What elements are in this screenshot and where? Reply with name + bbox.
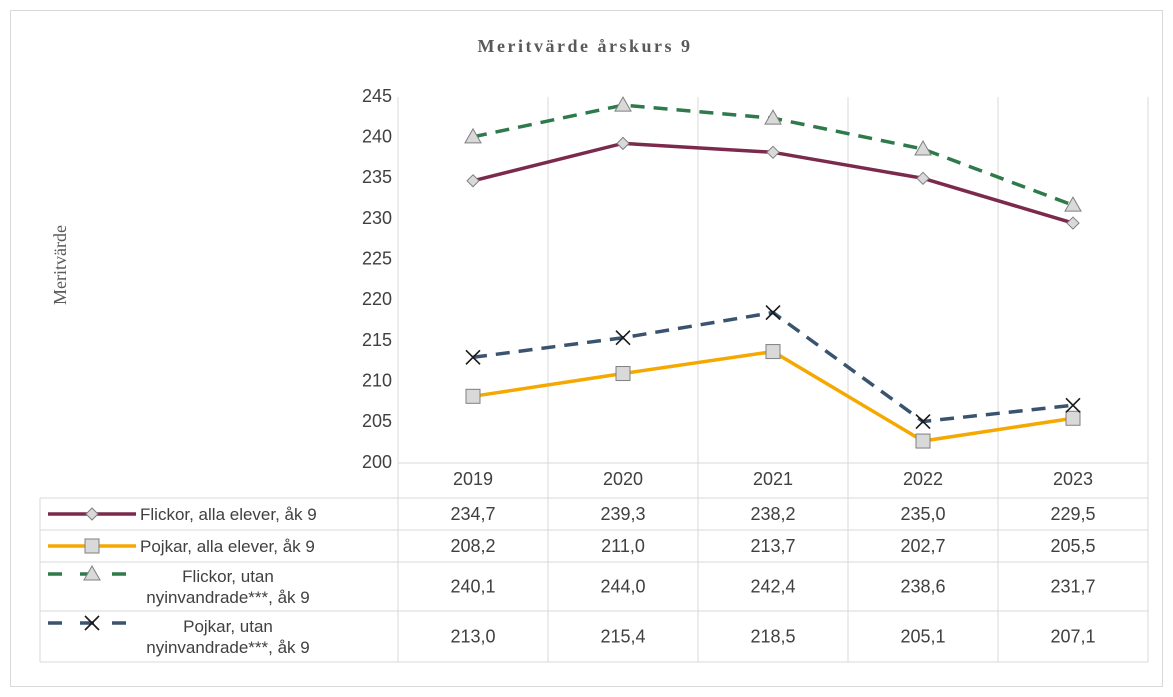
- legend-label: Pojkar, alla elever, åk 9: [140, 536, 315, 556]
- table-value: 218,5: [750, 626, 795, 646]
- x-tick-label: 2021: [753, 469, 793, 489]
- y-tick-label: 245: [362, 86, 392, 106]
- marker: [1064, 196, 1082, 212]
- marker: [1066, 216, 1080, 230]
- legend-label: Pojkar, utan nyinvandrade***, åk 9: [146, 616, 310, 657]
- table-value: 239,3: [600, 504, 645, 524]
- marker: [765, 304, 781, 321]
- table-value: 234,7: [450, 504, 495, 524]
- y-tick-label: 210: [362, 370, 392, 390]
- table-value: 240,1: [450, 576, 495, 596]
- y-tick-label: 215: [362, 330, 392, 350]
- legend-label: Flickor, utan nyinvandrade***, åk 9: [146, 566, 310, 607]
- y-tick-label: 230: [362, 208, 392, 228]
- legend-key-marker: [83, 564, 101, 581]
- table-value: 205,1: [900, 626, 945, 646]
- x-tick-label: 2020: [603, 469, 643, 489]
- marker: [614, 96, 632, 112]
- marker: [466, 174, 480, 188]
- marker: [1065, 397, 1081, 413]
- legend-label-box: Pojkar, utan nyinvandrade***, åk 9: [146, 616, 310, 657]
- table-value: 235,0: [900, 504, 945, 524]
- legend-label-box: Flickor, alla elever, åk 9: [140, 504, 317, 524]
- marker: [615, 330, 631, 346]
- y-axis-label: Meritvärde: [50, 225, 70, 305]
- table-value: 238,2: [750, 504, 795, 524]
- marker: [764, 109, 782, 125]
- table-value: 207,1: [1050, 626, 1095, 646]
- y-tick-label: 225: [362, 248, 392, 268]
- marker: [914, 140, 932, 156]
- table-value: 238,6: [900, 576, 945, 596]
- marker: [83, 564, 101, 581]
- table-value: 215,4: [600, 626, 645, 646]
- legend-label-box: Pojkar, alla elever, åk 9: [140, 536, 315, 556]
- legend-key-marker: [84, 615, 100, 631]
- x-tick-label: 2019: [453, 469, 493, 489]
- marker: [1065, 410, 1081, 426]
- y-tick-label: 200: [362, 452, 392, 472]
- marker: [915, 413, 931, 430]
- legend-label-box: Flickor, utan nyinvandrade***, åk 9: [146, 566, 310, 607]
- y-tick-label: 205: [362, 411, 392, 431]
- table-value: 242,4: [750, 576, 795, 596]
- table-value: 202,7: [900, 536, 945, 556]
- marker: [84, 615, 100, 631]
- legend-label: Flickor, alla elever, åk 9: [140, 504, 317, 524]
- table-value: 211,0: [601, 536, 645, 556]
- y-tick-label: 240: [362, 126, 392, 146]
- marker: [85, 507, 99, 521]
- marker: [465, 349, 481, 365]
- chart-title: Meritvärde årskurs 9: [478, 36, 693, 56]
- marker: [765, 344, 781, 360]
- table-value: 213,7: [750, 536, 795, 556]
- table-value: 229,5: [1050, 504, 1095, 524]
- marker: [916, 171, 930, 186]
- marker: [915, 433, 931, 449]
- marker: [464, 127, 482, 144]
- y-tick-label: 220: [362, 289, 392, 309]
- table-value: 213,0: [450, 626, 495, 646]
- y-tick-label: 235: [362, 167, 392, 187]
- x-tick-label: 2022: [903, 469, 943, 489]
- marker: [615, 366, 631, 382]
- table-value: 244,0: [600, 576, 645, 596]
- marker: [84, 538, 100, 554]
- marker: [766, 145, 780, 160]
- legend-key-marker: [84, 538, 100, 554]
- marker: [616, 136, 630, 151]
- legend-key-marker: [85, 507, 99, 521]
- marker: [465, 388, 481, 404]
- x-tick-label: 2023: [1053, 469, 1093, 489]
- table-value: 231,7: [1050, 576, 1095, 596]
- table-value: 205,5: [1050, 536, 1095, 556]
- chart-border: [10, 10, 1163, 687]
- table-value: 208,2: [450, 536, 495, 556]
